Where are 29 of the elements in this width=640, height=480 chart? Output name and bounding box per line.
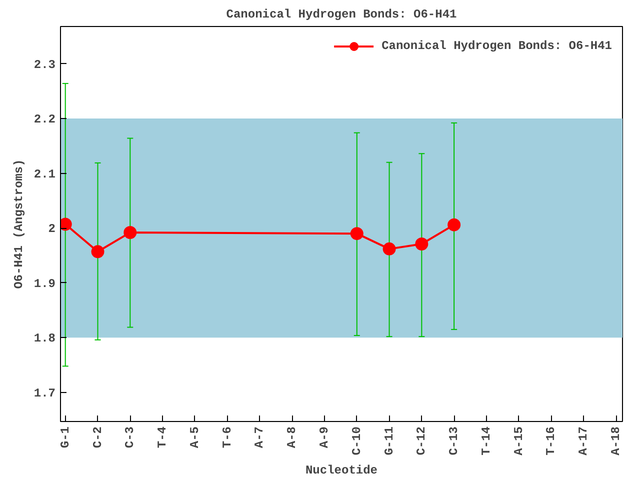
x-tick-label: A-5 [188, 426, 202, 448]
x-tick-label: T-4 [156, 426, 170, 448]
x-tick-label: T-6 [220, 426, 234, 448]
x-tick-label: A-15 [512, 426, 526, 456]
y-tick-label: 2 [48, 222, 56, 236]
x-tick-label: C-13 [447, 426, 462, 456]
y-tick-label: 2.1 [34, 167, 56, 182]
x-axis-title: Nucleotide [305, 463, 378, 478]
x-tick-label: T-14 [479, 426, 494, 456]
y-tick-label: 1.9 [34, 276, 56, 291]
x-tick-label: C-12 [414, 426, 429, 456]
y-tick-label: 1.7 [34, 386, 56, 400]
y-tick-label: 2.3 [34, 58, 56, 72]
x-tick-label: C-3 [123, 426, 138, 448]
y-tick-label: 2.2 [34, 112, 56, 127]
x-tick-label: C-2 [90, 426, 105, 448]
x-tick-label: G-11 [382, 426, 396, 456]
y-axis-title: O6-H41 (Angstroms) [12, 159, 26, 289]
y-tick-label: 1.8 [34, 332, 56, 346]
x-tick-label: A-18 [609, 426, 624, 456]
legend-label: Canonical Hydrogen Bonds: O6-H41 [382, 39, 612, 53]
x-tick-label: A-9 [317, 426, 332, 448]
x-tick-label: A-17 [576, 426, 591, 456]
x-tick-label: T-16 [544, 426, 558, 456]
x-tick-label: G-1 [58, 426, 72, 448]
x-tick-label: A-8 [285, 426, 300, 448]
x-tick-label: C-10 [350, 426, 364, 456]
x-tick-label: A-7 [252, 426, 267, 448]
chart-title: Canonical Hydrogen Bonds: O6-H41 [226, 8, 457, 22]
